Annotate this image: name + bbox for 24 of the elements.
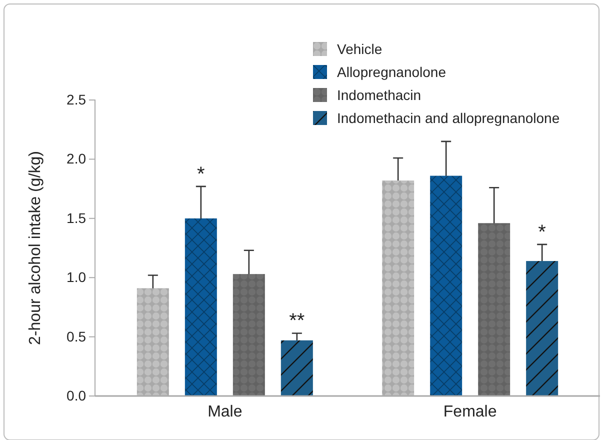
y-axis-title: 2-hour alcohol intake (g/kg) xyxy=(27,151,44,345)
bar xyxy=(280,340,313,396)
annotation: * xyxy=(538,221,546,244)
y-tick-label: 2.0 xyxy=(66,150,86,167)
legend-label: Allopregnanolone xyxy=(337,64,446,80)
y-tick-label: 0.5 xyxy=(66,328,86,344)
y-tick-label: 1.5 xyxy=(66,210,86,226)
x-tick-label: Male xyxy=(208,404,242,421)
x-tick-label: Female xyxy=(443,404,497,421)
bar xyxy=(136,288,169,396)
legend-label: Indomethacin xyxy=(337,87,422,103)
bar xyxy=(382,180,414,396)
annotation: ** xyxy=(289,310,305,332)
y-tick-label: 2.5 xyxy=(66,91,86,108)
bar xyxy=(526,261,558,396)
bar xyxy=(184,218,217,396)
y-tick-label: 1.0 xyxy=(66,269,86,286)
annotation: * xyxy=(197,163,206,186)
y-tick-label: 0.0 xyxy=(66,387,86,404)
legend-label: Indomethacin and allopregnanolone xyxy=(337,110,560,126)
bar xyxy=(232,274,265,396)
bar xyxy=(478,223,510,396)
bar xyxy=(430,176,462,396)
legend-label: Vehicle xyxy=(337,41,382,57)
